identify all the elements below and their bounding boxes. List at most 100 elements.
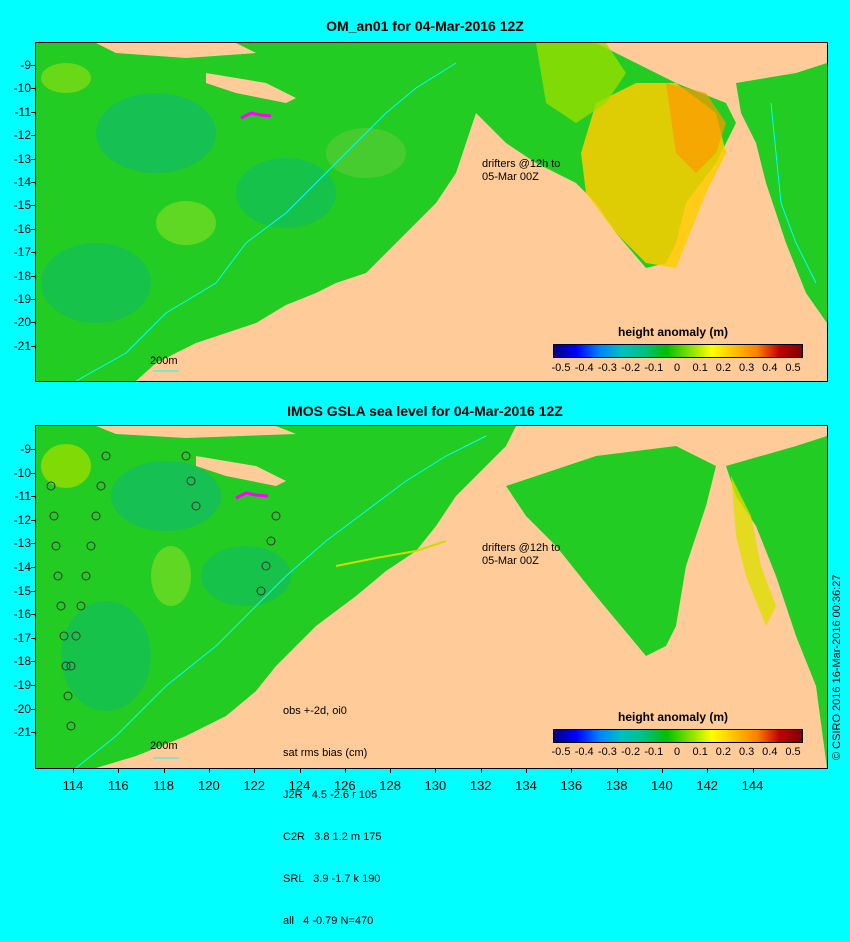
- top-lat-label: -14: [13, 175, 31, 189]
- top-colorbar-label: 0.5: [785, 362, 801, 374]
- bottom-colorbar-label: -0.4: [574, 746, 594, 758]
- top-lat-tick: [31, 345, 36, 347]
- top-colorbar-label: -0.2: [621, 362, 641, 374]
- lon-tick: [480, 768, 482, 773]
- bottom-scale-label: 200m: [150, 740, 178, 752]
- bottom-lat-label: -16: [13, 607, 31, 622]
- altimetry-track-2: [66, 451, 111, 671]
- bottom-lat-label: -10: [13, 465, 31, 480]
- bottom-lat-tick: [31, 449, 36, 450]
- warm-anomaly-east: [731, 476, 776, 626]
- stats-line5: SRL 3.9 -1.7 k 190: [283, 873, 381, 885]
- bottom-colorbar-label: -0.2: [621, 746, 641, 758]
- top-lat-label: -12: [13, 128, 31, 143]
- lon-label: 120: [198, 778, 220, 793]
- islands-north: [96, 426, 296, 438]
- cool-eddy-1: [111, 461, 221, 531]
- top-colorbar-label: 0: [673, 362, 681, 374]
- top-map-title: OM_an01 for 04-Mar-2016 12Z: [326, 18, 524, 34]
- drifter-track: [235, 491, 269, 500]
- top-lat-label: -10: [13, 81, 31, 96]
- bottom-lat-tick: [31, 496, 36, 498]
- cool-eddy-3: [41, 243, 151, 323]
- altimetry-track-3: [181, 451, 281, 596]
- bottom-lat-label: -19: [13, 678, 31, 692]
- lon-label: 114: [62, 778, 84, 793]
- top-colorbar-label: -0.1: [644, 362, 664, 374]
- top-lat-tick: [31, 299, 36, 300]
- bottom-lat-label: -15: [13, 583, 31, 598]
- bottom-lat-label: -13: [13, 536, 31, 551]
- top-colorbar-label: -0.4: [574, 362, 594, 374]
- island-timor: [196, 456, 286, 486]
- ocean-east: [736, 63, 827, 323]
- bottom-colorbar-label: 0.4: [762, 746, 778, 758]
- warm-anomaly-gulf-core: [666, 83, 726, 173]
- bottom-lat-label: -21: [13, 725, 31, 740]
- lon-tick: [661, 768, 663, 773]
- bottom-map-title: IMOS GSLA sea level for 04-Mar-2016 12Z: [287, 403, 563, 419]
- bottom-lat-tick: [31, 732, 36, 734]
- top-scale-label: 200m: [150, 355, 178, 367]
- bottom-lat-label: -18: [13, 654, 31, 669]
- cool-eddy-3: [201, 546, 291, 606]
- bottom-map-panel: [35, 425, 828, 769]
- bottom-lat-tick: [31, 708, 36, 710]
- top-lat-tick: [31, 65, 36, 66]
- bottom-map-canvas: [36, 426, 827, 768]
- top-lat-label: -13: [13, 151, 31, 166]
- lon-label: 132: [469, 778, 492, 793]
- top-map-panel: [35, 42, 828, 382]
- bottom-drifter-line1: drifters @12h to: [482, 542, 561, 554]
- top-colorbar: [553, 344, 803, 358]
- bottom-colorbar-label: 0.5: [785, 746, 801, 758]
- bottom-lat-label: -9: [20, 442, 31, 456]
- top-lat-label: -18: [13, 268, 31, 283]
- warm-eddy-3: [41, 63, 91, 93]
- top-lat-label: -9: [20, 58, 31, 72]
- top-lat-tick: [31, 158, 36, 160]
- top-colorbar-label: 0.3: [738, 362, 755, 374]
- bottom-lat-tick: [31, 519, 36, 521]
- lon-tick: [254, 768, 256, 773]
- lon-label: 128: [379, 778, 401, 793]
- ocean-gulf: [506, 446, 716, 656]
- lon-tick: [435, 768, 437, 773]
- top-lat-label: -16: [13, 221, 31, 236]
- top-lat-tick: [31, 111, 36, 113]
- stats-line3: J2R 4.5 -2.6 r 105: [283, 789, 378, 801]
- top-lat-tick: [31, 322, 36, 324]
- lon-label: 122: [243, 778, 266, 793]
- yellow-green-band: [536, 43, 626, 123]
- stats-line1: obs +-2d, oi0: [283, 705, 347, 717]
- lon-label: 130: [424, 778, 447, 793]
- bottom-colorbar-label: -0.5: [551, 746, 571, 758]
- bottom-colorbar-label: -0.3: [597, 746, 617, 758]
- bottom-colorbar-title: height anomaly (m): [618, 710, 729, 724]
- contour-shelf-yellow: [335, 540, 447, 567]
- top-colorbar-label: -0.5: [551, 362, 571, 374]
- bottom-lat-label: -14: [13, 560, 31, 574]
- bottom-lat-tick: [31, 661, 36, 663]
- warm-eddy-2: [156, 201, 216, 245]
- lon-label: 118: [153, 778, 174, 793]
- top-lat-tick: [31, 135, 36, 137]
- bottom-colorbar-label: 0.2: [715, 746, 732, 758]
- top-lat-tick: [31, 88, 36, 90]
- bottom-drifter-line2: 05-Mar 00Z: [482, 555, 539, 567]
- stats-line2: sat rms bias (cm): [283, 747, 368, 759]
- lon-tick: [299, 768, 301, 773]
- island-timor: [206, 73, 296, 103]
- bottom-colorbar: [553, 729, 803, 743]
- top-lat-label: -15: [13, 198, 31, 213]
- top-lat-tick: [31, 228, 36, 230]
- bottom-lat-tick: [31, 637, 36, 639]
- lon-tick: [73, 768, 74, 773]
- top-colorbar-label: 0.2: [715, 362, 732, 374]
- cool-eddy-1: [96, 93, 216, 173]
- top-lat-label: -20: [13, 315, 31, 330]
- warm-eddy-1: [326, 128, 406, 178]
- bottom-colorbar-label: 0: [673, 746, 681, 758]
- bottom-lat-tick: [31, 567, 36, 568]
- drifter-track: [240, 111, 272, 120]
